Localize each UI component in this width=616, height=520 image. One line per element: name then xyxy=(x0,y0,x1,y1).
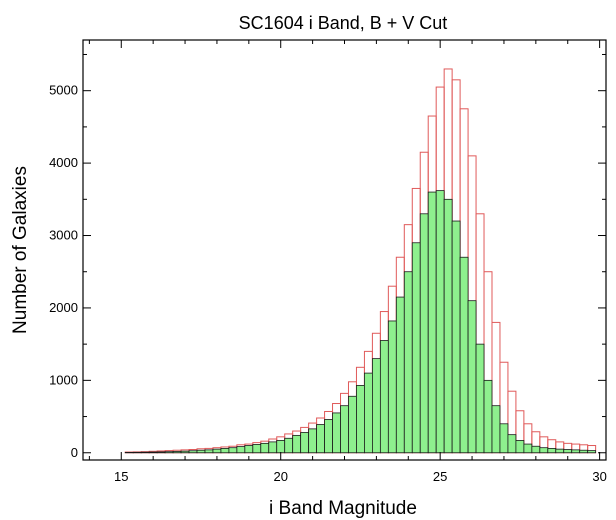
y-tick-label: 5000 xyxy=(49,83,78,98)
filled-bar xyxy=(364,372,373,454)
filled-bar xyxy=(308,428,317,454)
filled-bar xyxy=(411,242,421,454)
y-tick-label: 4000 xyxy=(49,155,78,170)
filled-bar xyxy=(387,320,397,454)
filled-bar xyxy=(587,450,597,454)
filled-bar xyxy=(547,448,557,454)
filled-bar xyxy=(563,449,573,454)
filled-bar xyxy=(555,448,565,454)
filled-bar xyxy=(531,445,541,454)
filled-bar xyxy=(356,385,365,454)
filled-bar xyxy=(300,432,310,454)
filled-bar xyxy=(204,449,214,454)
filled-bar xyxy=(579,449,589,454)
filled-bar xyxy=(571,449,581,454)
filled-bar xyxy=(292,434,302,454)
filled-bar xyxy=(403,271,413,454)
x-tick-label: 15 xyxy=(114,469,128,484)
filled-bar xyxy=(507,434,517,454)
filled-bar xyxy=(172,451,182,454)
chart-title: SC1604 i Band, B + V Cut xyxy=(239,13,448,33)
filled-bar xyxy=(459,256,469,454)
y-tick-label: 3000 xyxy=(49,228,78,243)
plot-frame xyxy=(82,39,607,461)
bars-layer xyxy=(124,68,597,454)
filled-bar xyxy=(228,447,238,454)
ticks-layer: 15 20 25 30 0 1000 2000 3000 4000 5000 xyxy=(49,40,607,484)
filled-bar xyxy=(435,190,445,454)
x-tick-label: 25 xyxy=(433,469,447,484)
filled-bar xyxy=(483,379,493,454)
filled-bar xyxy=(539,447,549,454)
filled-bar xyxy=(236,446,246,454)
filled-bar xyxy=(379,340,389,454)
filled-bar xyxy=(395,296,405,454)
filled-bar xyxy=(316,424,325,454)
filled-bar xyxy=(196,449,206,454)
filled-bar xyxy=(491,405,501,454)
filled-bar xyxy=(212,448,222,454)
filled-bar xyxy=(164,451,174,454)
filled-bar xyxy=(156,451,166,454)
filled-bar xyxy=(451,220,461,454)
filled-bar xyxy=(148,451,158,454)
filled-bar xyxy=(475,343,485,454)
filled-bar xyxy=(220,448,230,454)
y-axis-label: Number of Galaxies xyxy=(10,166,31,334)
filled-bar xyxy=(276,440,286,454)
filled-bar xyxy=(427,191,437,454)
y-tick-label: 2000 xyxy=(49,300,78,315)
filled-bar xyxy=(348,395,357,454)
x-axis-label: i Band Magnitude xyxy=(269,498,417,519)
filled-bar xyxy=(252,444,262,454)
x-tick-label: 30 xyxy=(592,469,606,484)
filled-bar xyxy=(467,300,477,454)
filled-bar xyxy=(188,450,198,454)
filled-bar xyxy=(180,450,190,454)
filled-bar xyxy=(515,440,525,454)
filled-bar xyxy=(284,437,294,454)
filled-bar xyxy=(523,443,533,454)
filled-bar xyxy=(499,423,509,454)
filled-bar xyxy=(324,419,333,454)
y-tick-label: 1000 xyxy=(49,372,78,387)
filled-bar xyxy=(443,198,453,454)
filled-bar xyxy=(419,213,429,454)
series-filled-bars xyxy=(124,190,597,454)
filled-bar xyxy=(140,451,150,454)
filled-bar xyxy=(332,412,341,454)
filled-bar xyxy=(260,442,270,454)
filled-bar xyxy=(340,405,349,454)
filled-bar xyxy=(244,445,254,454)
filled-bar xyxy=(268,441,278,454)
y-tick-label: 0 xyxy=(71,445,78,460)
filled-bar xyxy=(372,358,381,454)
x-tick-label: 20 xyxy=(273,469,287,484)
